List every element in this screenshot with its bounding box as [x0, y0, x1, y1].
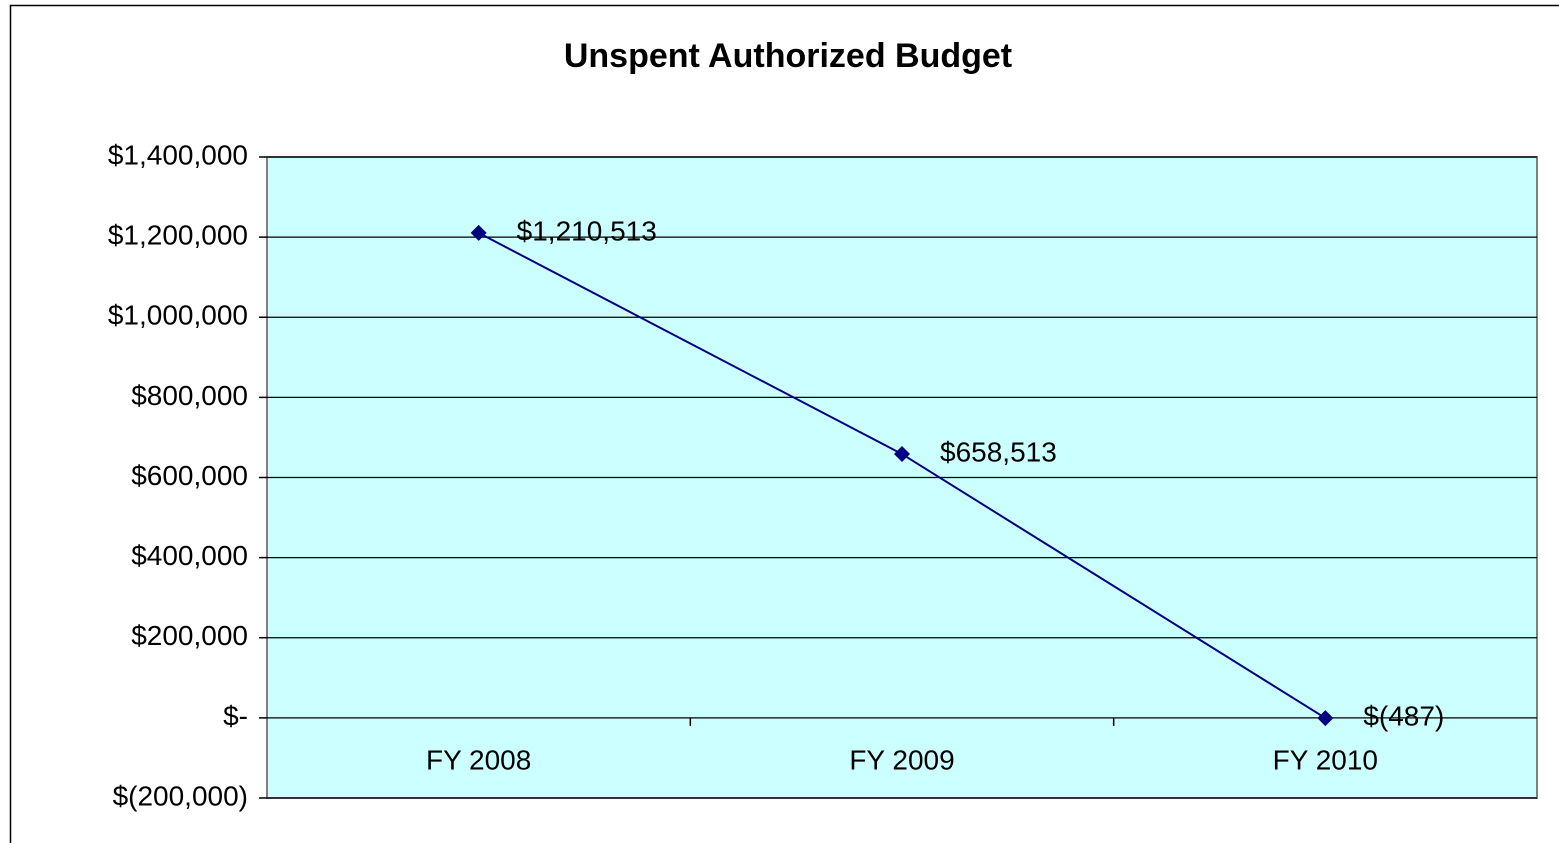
- marker: [470, 224, 487, 241]
- marker: [1317, 710, 1334, 727]
- data-label: $(487): [1363, 700, 1444, 731]
- y-tick-label: $1,000,000: [108, 300, 248, 331]
- y-tick-label: $600,000: [131, 460, 248, 491]
- chart-title: Unspent Authorized Budget: [564, 37, 1012, 75]
- marker: [894, 446, 910, 463]
- y-tick-label: $(200,000): [113, 780, 248, 811]
- data-label: $658,513: [940, 436, 1057, 467]
- y-tick-label: $1,400,000: [108, 139, 248, 170]
- x-tick-label: FY 2008: [426, 744, 531, 775]
- data-label: $1,210,513: [517, 215, 657, 246]
- y-tick-label: $400,000: [131, 540, 248, 571]
- x-tick-label: FY 2009: [849, 744, 954, 775]
- y-tick-label: $-: [223, 700, 248, 731]
- y-tick-label: $800,000: [131, 380, 248, 411]
- y-tick-label: $1,200,000: [108, 220, 248, 251]
- y-tick-label: $200,000: [131, 620, 248, 651]
- x-tick-label: FY 2010: [1273, 744, 1378, 775]
